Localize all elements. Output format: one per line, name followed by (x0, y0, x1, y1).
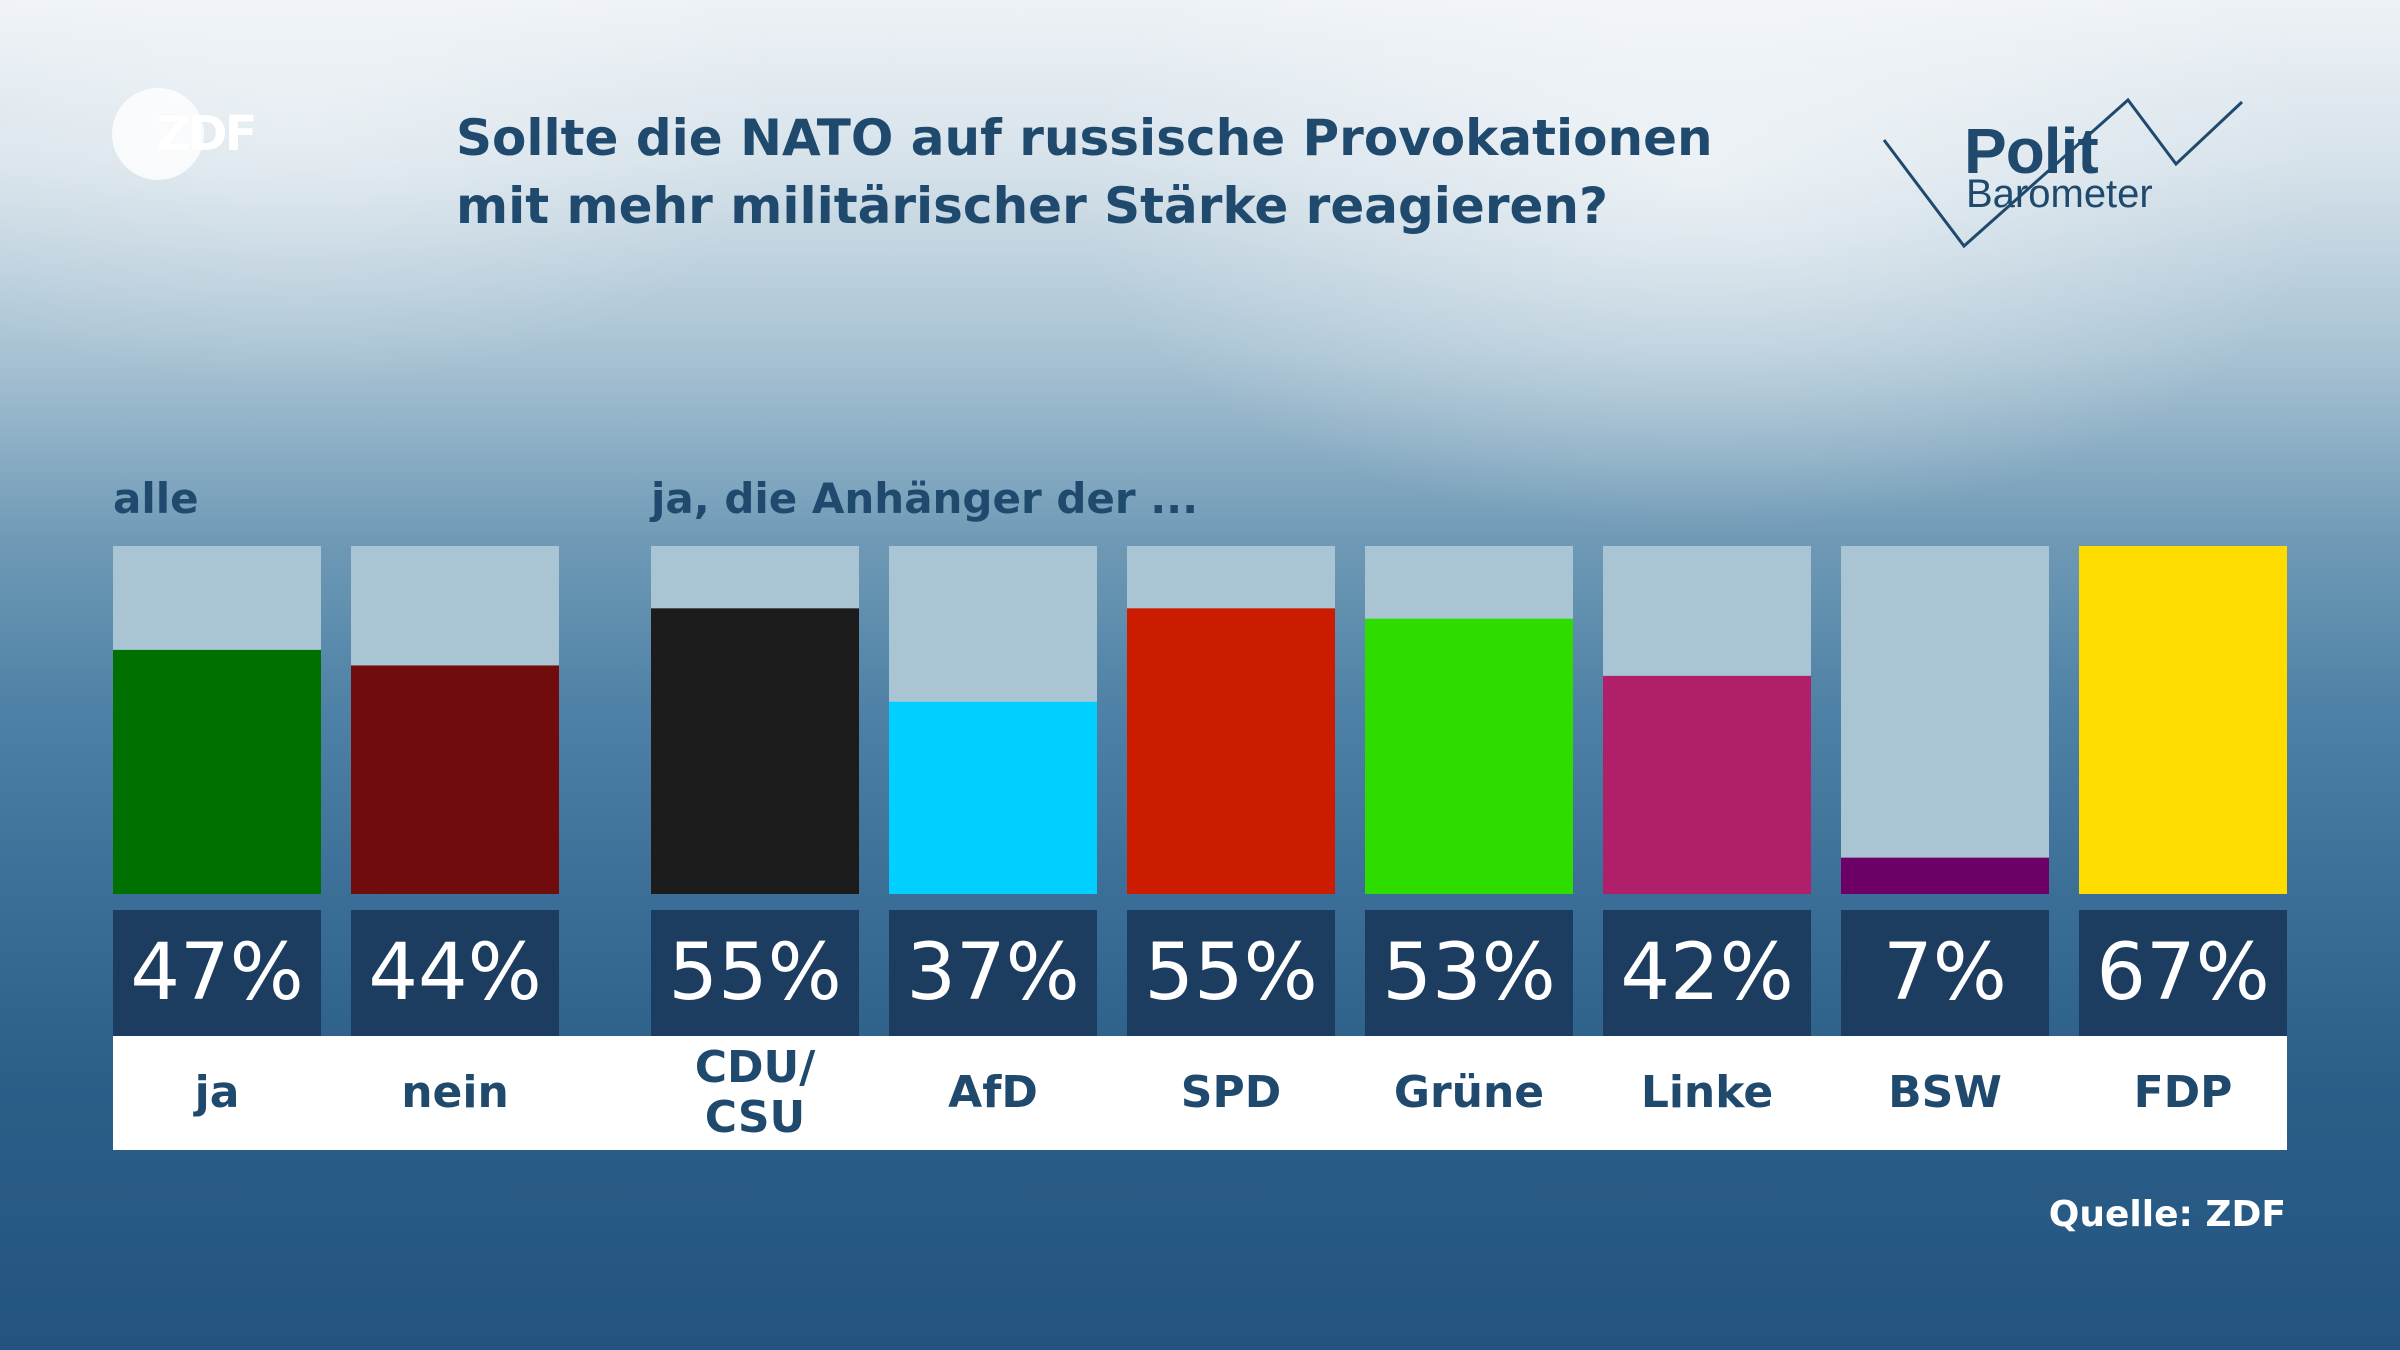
category-label-band (113, 1036, 2287, 1150)
category-label: Linke (1640, 1067, 1774, 1118)
value-label: 55% (1127, 910, 1335, 1036)
category-label: ja (194, 1067, 240, 1118)
bar (351, 665, 559, 894)
politbarometer-zigzag-icon (1882, 97, 2244, 249)
politbarometer-brand-line-2: Barometer (1966, 172, 2153, 216)
bar (651, 608, 859, 894)
value-label: 67% (2079, 910, 2287, 1036)
politbarometer-logo: Polit Barometer (1876, 94, 2256, 264)
category-label: CDU/ CSU (694, 1042, 816, 1143)
category-label: FDP (2133, 1067, 2233, 1118)
group-label-parties: ja, die Anhänger der ... (651, 474, 1199, 523)
group-label-all: alle (113, 474, 199, 523)
value-label: 55% (651, 910, 859, 1036)
value-label: 53% (1365, 910, 1573, 1036)
zdf-logo-disc (112, 88, 204, 180)
chart-title: Sollte die NATO auf russische Provokatio… (456, 104, 1756, 240)
title-line-1: Sollte die NATO auf russische Provokatio… (456, 109, 1713, 167)
value-label: 44% (351, 910, 559, 1036)
bar (1841, 857, 2049, 894)
category-label: nein (401, 1067, 509, 1118)
bar (1365, 618, 1573, 894)
value-label: 7% (1841, 910, 2049, 1036)
zdf-logo: ZDF (112, 88, 272, 184)
category-label: BSW (1888, 1067, 2002, 1118)
bar-track (1841, 546, 2049, 894)
value-label: 42% (1603, 910, 1811, 1036)
politbarometer-brand-line-1: Polit (1964, 115, 2099, 187)
bar (1603, 675, 1811, 894)
value-label: 47% (113, 910, 321, 1036)
zdf-logo-text: ZDF (156, 106, 257, 162)
bar (2079, 546, 2287, 894)
value-label: 37% (889, 910, 1097, 1036)
bar (889, 701, 1097, 894)
title-line-2: mit mehr militärischer Stärke reagieren? (456, 177, 1609, 235)
source-note: Quelle: ZDF (2048, 1194, 2286, 1235)
category-label: Grüne (1393, 1067, 1545, 1118)
bar (113, 649, 321, 894)
category-label: AfD (948, 1067, 1038, 1118)
category-label: SPD (1180, 1067, 1282, 1118)
bar (1127, 608, 1335, 894)
